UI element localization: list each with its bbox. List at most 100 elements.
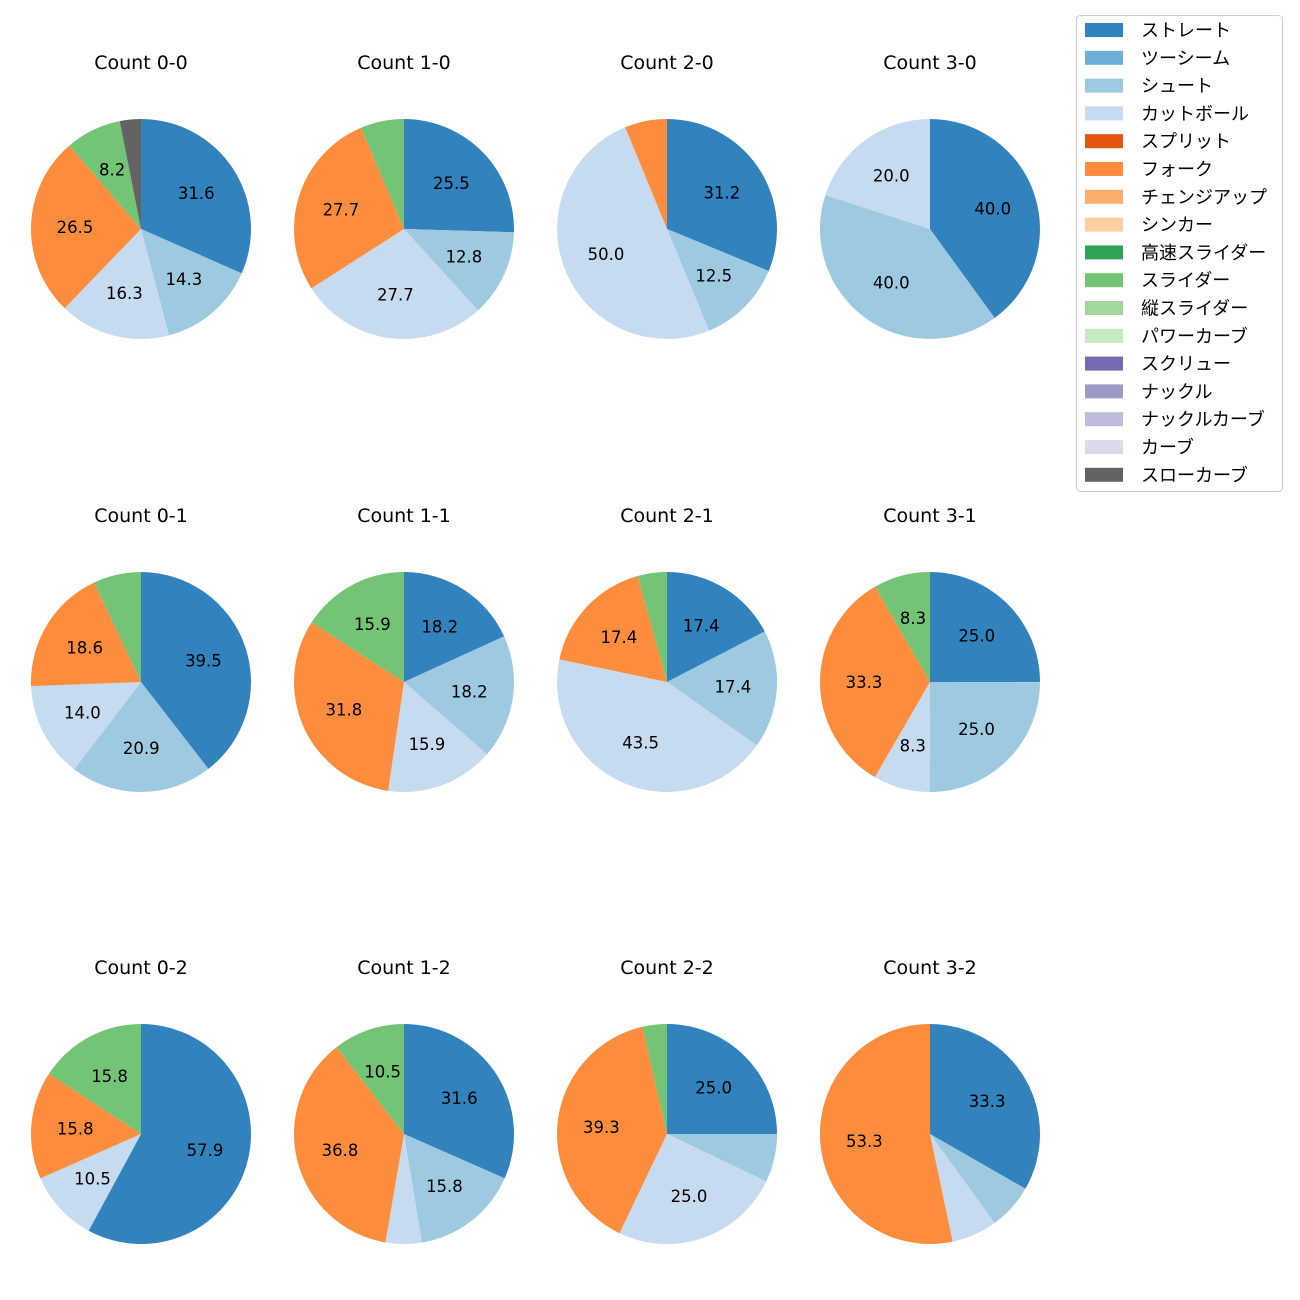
pie-slice (40, 1134, 141, 1231)
legend-label: パワーカーブ (1141, 325, 1248, 347)
pie-slice (557, 1026, 667, 1234)
slice-label: 27.7 (377, 285, 414, 304)
slice-label: 25.0 (958, 720, 995, 739)
legend-label: 縦スライダー (1141, 299, 1248, 320)
legend-swatch (1085, 106, 1123, 121)
pie-slice (69, 121, 141, 229)
legend-label: スライダー (1141, 271, 1230, 292)
pie-slice (930, 572, 1041, 683)
pie-count-2-2: Count 2-2 25.0 25.0 39.3 (557, 957, 777, 1244)
pie-slice (930, 1024, 1041, 1189)
slice-label: 10.5 (364, 1063, 401, 1082)
slice-label: 8.2 (99, 161, 125, 180)
pie-slice (74, 682, 209, 793)
pie-count-3-0: Count 3-0 40.0 40.0 20.0 (819, 52, 1041, 340)
pie-slice (404, 1024, 515, 1179)
legend-label: スプリット (1141, 132, 1231, 153)
legend-label: ストレート (1141, 21, 1231, 42)
slice-label: 31.8 (326, 700, 363, 719)
legend-label: スクリュー (1141, 354, 1231, 375)
slice-label: 40.0 (974, 200, 1011, 219)
slice-label: 31.6 (178, 184, 215, 203)
legend-item: ナックル (1085, 382, 1212, 403)
legend-label: シンカー (1141, 215, 1213, 236)
pie-count-3-2: Count 3-2 33.3 53.3 (819, 957, 1041, 1244)
slice-label: 18.6 (66, 639, 103, 658)
legend-swatch (1085, 412, 1123, 427)
pie-slice (819, 195, 995, 340)
legend-swatch (1085, 440, 1123, 454)
pie-slice (637, 572, 667, 682)
pie-slice (311, 572, 404, 682)
legend-swatch (1085, 467, 1123, 482)
legend-label: スローカーブ (1141, 464, 1248, 486)
legend-label: ナックルカーブ (1141, 409, 1265, 431)
pie-slice (141, 118, 252, 274)
pie-slice (404, 229, 514, 311)
pie-slice (141, 572, 252, 769)
legend-item: パワーカーブ (1085, 325, 1248, 347)
pie-slice (930, 119, 1041, 318)
slice-label: 33.3 (969, 1092, 1006, 1111)
slice-label: 39.5 (185, 652, 222, 671)
pie-title: Count 1-2 (357, 957, 451, 979)
legend-swatch (1085, 301, 1123, 315)
pie-slice (625, 119, 667, 229)
pie-slice (88, 1024, 252, 1245)
slice-label: 26.5 (57, 218, 94, 237)
slice-label: 50.0 (588, 245, 625, 264)
pie-slice (30, 1073, 142, 1179)
slice-label: 17.4 (601, 628, 638, 647)
slice-label: 25.0 (958, 626, 995, 645)
pie-slice (48, 1024, 142, 1134)
legend-item: チェンジアップ (1085, 187, 1267, 208)
slice-label: 18.2 (421, 618, 458, 637)
pie-slice (929, 682, 1040, 793)
legend-item: ストレート (1085, 21, 1231, 42)
legend-swatch (1085, 23, 1123, 37)
pie-count-0-1: Count 0-1 39.5 20.9 14.0 18.6 (31, 505, 252, 793)
pie-slice (31, 582, 141, 687)
pie-title: Count 0-1 (94, 505, 188, 527)
legend-item: ツーシーム (1085, 48, 1230, 69)
slice-label: 27.7 (323, 201, 360, 220)
slice-label: 25.0 (695, 1078, 732, 1097)
slice-label: 18.2 (451, 683, 488, 702)
legend-label: カットボール (1141, 104, 1249, 125)
pie-grid: Count 0-0 31.6 14.3 16.3 26.5 8.2 Count 1-0 25.… (30, 52, 1041, 1245)
pie-slice (559, 575, 667, 682)
pie-slice (404, 636, 514, 755)
pie-slice (557, 659, 757, 792)
slice-label: 16.3 (106, 284, 143, 303)
legend-swatch (1085, 356, 1123, 371)
legend-item: 高速スライダー (1085, 243, 1266, 264)
legend-swatch (1085, 328, 1123, 343)
slice-label: 15.8 (426, 1177, 463, 1196)
legend-label: カーブ (1141, 437, 1194, 459)
legend-label: ナックル (1141, 382, 1212, 403)
slice-label: 40.0 (873, 273, 910, 292)
pie-slice (825, 119, 930, 229)
pie-count-1-2: Count 1-2 31.6 15.8 36.8 10.5 (293, 957, 515, 1245)
legend: ストレートツーシームシュートカットボールスプリットフォークチェンジアップシンカー… (1076, 15, 1283, 492)
pie-slice (311, 229, 478, 339)
slice-label: 15.9 (354, 615, 391, 634)
pie-count-3-1: Count 3-1 25.0 25.0 8.3 33.3 8.3 (819, 505, 1041, 793)
pie-title: Count 3-0 (883, 52, 977, 74)
pie-slice (667, 572, 765, 682)
pie-slice (404, 119, 514, 233)
pie-slice (930, 1134, 1026, 1223)
legend-frame (1076, 15, 1283, 492)
legend-item: カットボール (1085, 104, 1249, 125)
pie-slice (819, 1023, 953, 1244)
legend-item: スクリュー (1085, 354, 1231, 375)
legend-item: フォーク (1085, 160, 1213, 181)
pie-title: Count 0-2 (94, 957, 188, 979)
legend-swatch (1085, 384, 1123, 399)
slice-label: 14.3 (165, 270, 202, 289)
slice-label: 20.9 (123, 739, 160, 758)
slice-label: 17.4 (714, 678, 751, 697)
slice-label: 8.3 (900, 609, 926, 628)
slice-label: 31.2 (703, 183, 740, 202)
legend-swatch (1085, 217, 1123, 232)
